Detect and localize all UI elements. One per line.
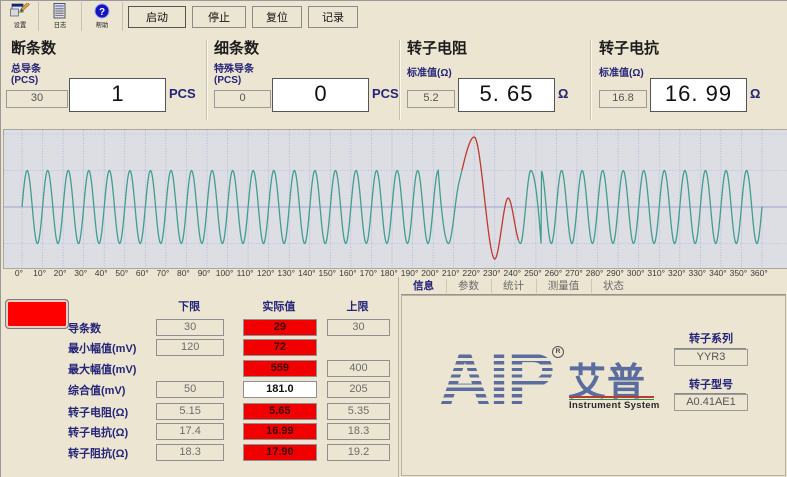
svg-text:?: ?	[98, 7, 104, 18]
